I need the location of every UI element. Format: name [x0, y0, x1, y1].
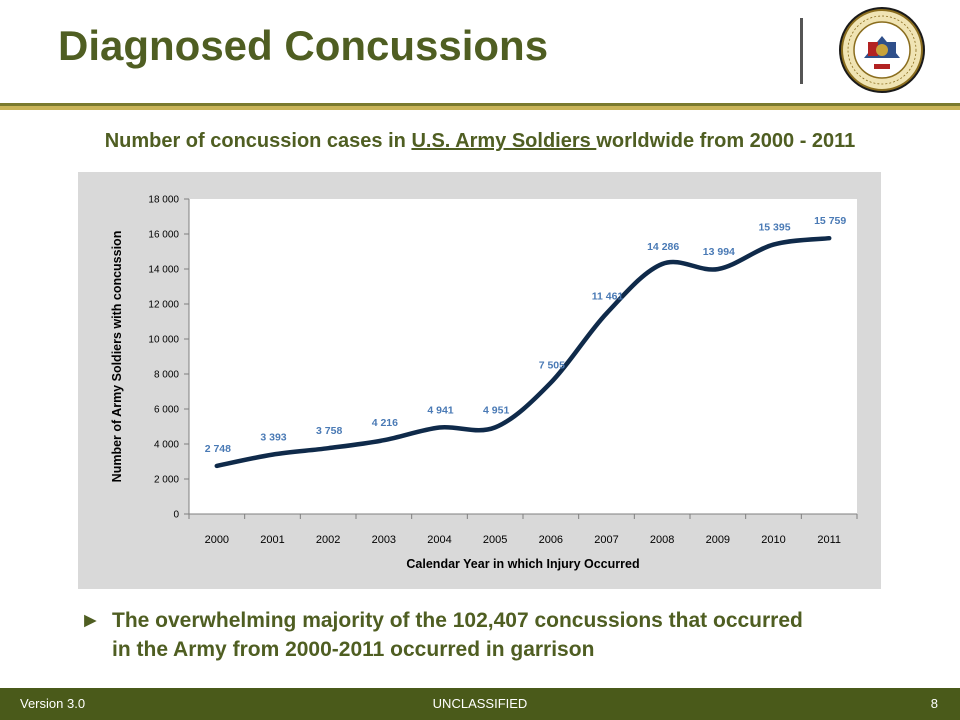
data-label: 3 393 [260, 432, 286, 444]
bullet-arrow-icon: ► [80, 609, 101, 632]
data-label: 2 748 [205, 443, 231, 455]
data-point [716, 267, 720, 271]
data-point [271, 453, 274, 457]
footer-version: Version 3.0 [20, 696, 86, 711]
data-point [827, 236, 831, 240]
concussion-line-chart: 0 2 000 4 000 6 000 8 000 10 000 12 000 14 000 1… [110, 195, 858, 571]
y-tick-label: 8 000 [154, 370, 179, 381]
data-label: 14 286 [647, 241, 679, 253]
data-label: 7 505 [539, 360, 565, 372]
y-tick-label: 4 000 [154, 440, 179, 451]
bullet-line-1: The overwhelming majority of the 102,407… [112, 609, 803, 632]
x-tick-label: 2005 [483, 534, 507, 546]
chart-panel: 0 2 000 4 000 6 000 8 000 10 000 12 000 14 000 1… [78, 172, 881, 589]
y-tick-label: 6 000 [154, 405, 179, 416]
plot-area [189, 199, 857, 514]
data-label: 4 951 [483, 404, 509, 416]
bullet-point: ► The overwhelming majority of the 102,40… [80, 606, 920, 664]
data-label: 11 461 [592, 290, 624, 302]
data-label: 4 216 [372, 417, 398, 429]
data-point [438, 426, 441, 430]
header-rule [0, 103, 960, 106]
y-tick-label: 2 000 [154, 475, 179, 486]
x-tick-label: 2009 [706, 534, 730, 546]
data-label: 3 758 [316, 425, 342, 437]
subtitle-underlined-text: U.S. Army Soldiers [411, 130, 597, 152]
data-point [772, 243, 775, 247]
x-tick-label: 2008 [650, 534, 674, 546]
y-tick-label: 14 000 [148, 265, 179, 276]
y-tick-label: 18 000 [148, 195, 179, 206]
subtitle-text-end: worldwide from 2000 - 2011 [596, 130, 856, 152]
data-point [382, 438, 386, 442]
data-point [660, 262, 664, 266]
x-tick-label: 2000 [205, 534, 229, 546]
y-tick-label: 10 000 [148, 335, 179, 346]
data-label: 13 994 [703, 246, 735, 258]
data-label: 15 759 [814, 215, 846, 227]
footer-bar: Version 3.0 UNCLASSIFIED 8 [0, 688, 960, 720]
x-axis-title: Calendar Year in which Injury Occurred [406, 557, 639, 571]
bullet-line-2: in the Army from 2000-2011 occurred in g… [112, 638, 595, 661]
data-point [549, 381, 553, 385]
data-point [215, 464, 219, 468]
data-label: 4 941 [427, 405, 453, 417]
x-tick-label: 2003 [372, 534, 396, 546]
y-tick-label: 12 000 [148, 300, 179, 311]
y-tick-label: 0 [173, 510, 179, 521]
x-tick-label: 2011 [817, 534, 841, 546]
y-tick-label: 16 000 [148, 230, 179, 241]
x-tick-label: 2006 [539, 534, 563, 546]
y-axis-title: Number of Army Soldiers with concussion [110, 231, 124, 483]
army-seal-icon [839, 7, 925, 93]
x-tick-label: 2007 [594, 534, 618, 546]
slide-title: Diagnosed Concussions [58, 22, 549, 69]
footer-classification: UNCLASSIFIED [432, 696, 528, 711]
title-divider [800, 18, 803, 84]
x-tick-label: 2001 [260, 534, 284, 546]
footer-page-number: 8 [930, 696, 938, 711]
x-tick-label: 2004 [427, 534, 451, 546]
header-rule-accent [0, 106, 960, 110]
subtitle-text-start: Number of concussion cases in [104, 130, 412, 152]
x-tick-label: 2002 [316, 534, 340, 546]
data-point [605, 311, 608, 315]
data-label: 15 395 [758, 222, 790, 234]
data-point [326, 446, 330, 450]
chart-subtitle: Number of concussion cases in U.S. Army … [0, 130, 960, 153]
x-tick-label: 2010 [761, 534, 785, 546]
data-point [493, 425, 497, 429]
